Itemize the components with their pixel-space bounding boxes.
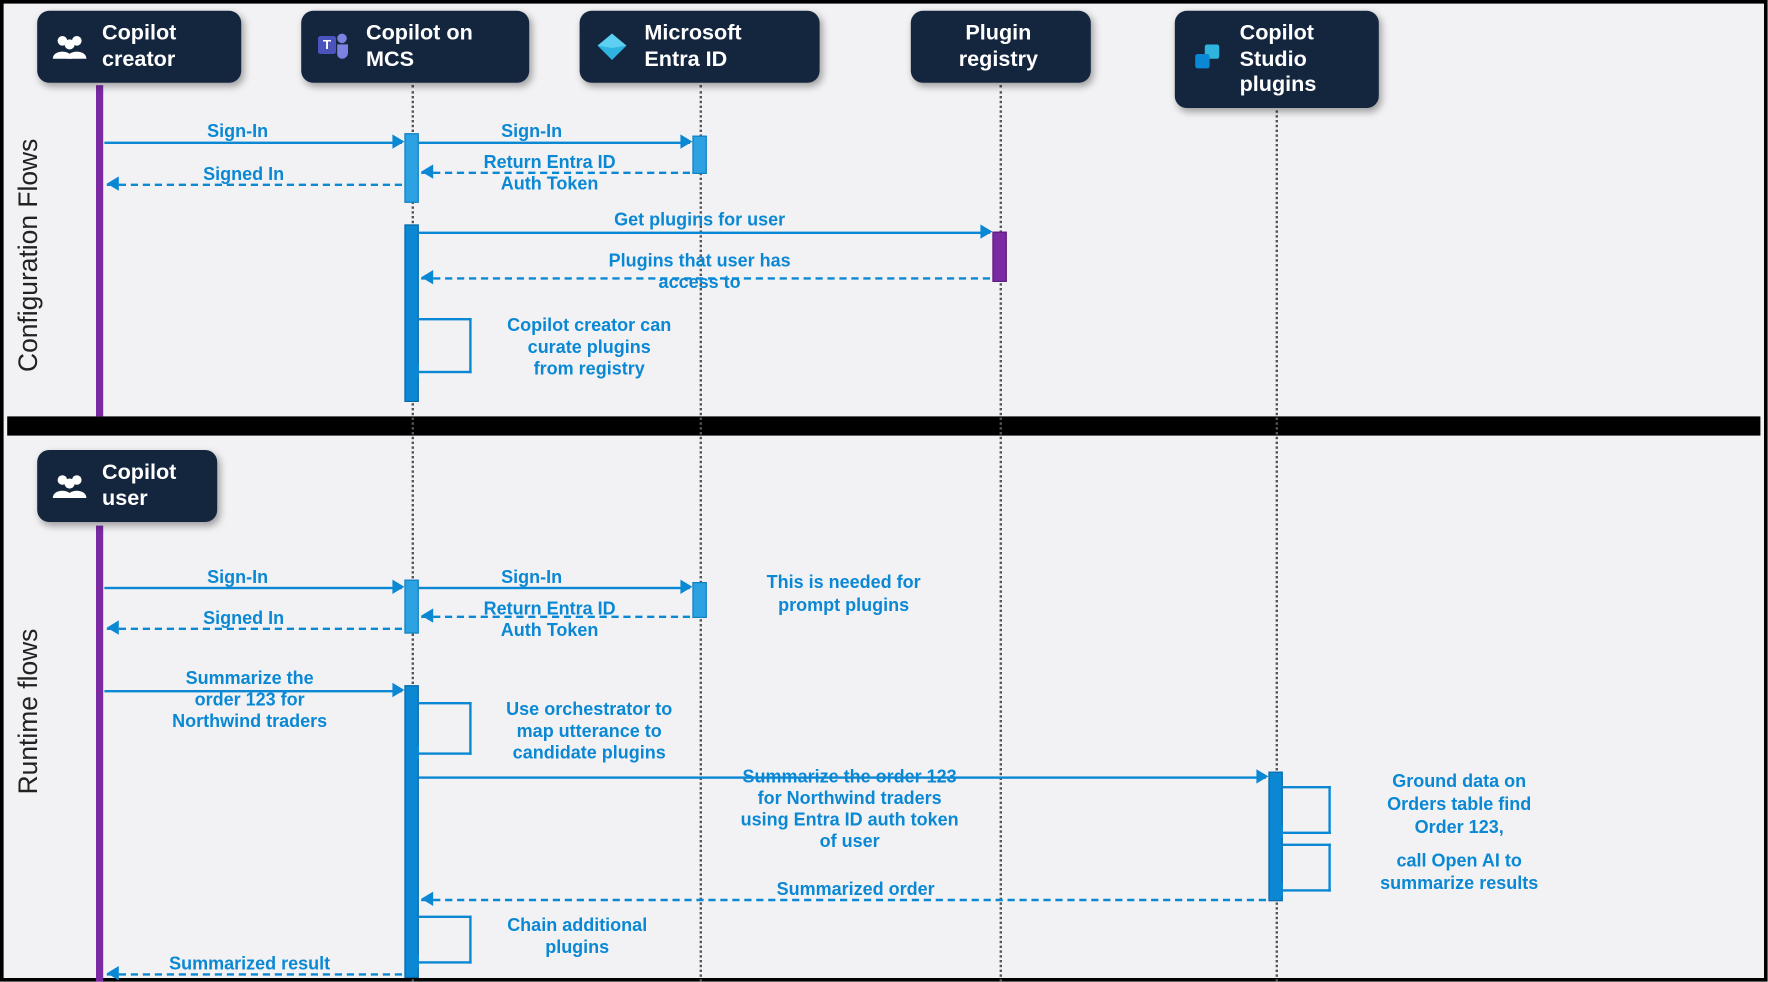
participant-creator-label: Copilot creator xyxy=(102,21,176,73)
arrowhead xyxy=(421,608,433,622)
arrowhead xyxy=(392,134,404,148)
msg-signedin-1: Signed In xyxy=(190,164,298,186)
section-label-config: Configuration Flows xyxy=(13,124,44,388)
activation-entra-1 xyxy=(692,136,706,174)
participant-registry-label: Plugin registry xyxy=(959,21,1038,73)
participant-mcs: T Copilot on MCS xyxy=(301,11,529,83)
msg-curate: Copilot creator can curate plugins from … xyxy=(481,316,697,381)
arrowhead xyxy=(421,892,433,906)
arrowhead xyxy=(1256,769,1268,783)
section-configuration: Configuration Flows xyxy=(7,4,1760,417)
self-orchestrator xyxy=(419,702,472,755)
arrowhead xyxy=(680,580,692,594)
msg-plugins-access: Plugins that user has access to xyxy=(568,251,832,294)
arrowhead xyxy=(421,164,433,178)
msg-return-token-2: Return Entra ID Auth Token xyxy=(454,599,646,642)
note-prompt-plugins: This is needed for prompt plugins xyxy=(748,572,940,617)
self-curate xyxy=(419,318,472,373)
activation-mcs-1 xyxy=(404,133,418,203)
lifeline-registry xyxy=(1000,85,1002,981)
self-chain xyxy=(419,916,472,964)
msg-signin-4: Sign-In xyxy=(484,568,580,590)
studio-icon xyxy=(1187,39,1228,80)
msg-summarize-req: Summarize the order 123 for Northwind tr… xyxy=(148,668,352,733)
self-openai xyxy=(1283,844,1331,892)
sequence-diagram: Configuration Flows Runtime flows Copilo… xyxy=(0,0,1768,982)
msg-signin-3: Sign-In xyxy=(190,568,286,590)
participant-entra: Microsoft Entra ID xyxy=(580,11,820,83)
arrowhead xyxy=(680,134,692,148)
participant-mcs-label: Copilot on MCS xyxy=(366,21,473,73)
arrowhead xyxy=(980,224,992,238)
activation-mcs-3 xyxy=(404,580,418,634)
participant-entra-label: Microsoft Entra ID xyxy=(644,21,741,73)
arrowhead xyxy=(392,580,404,594)
teams-icon: T xyxy=(313,26,354,67)
msg-summarize-token: Summarize the order 123 for Northwind tr… xyxy=(700,767,1000,853)
msg-signin-2: Sign-In xyxy=(484,121,580,143)
arrowhead xyxy=(421,270,433,284)
msg-getplugins: Get plugins for user xyxy=(592,210,808,232)
note-openai: call Open AI to summarize results xyxy=(1345,851,1573,896)
msg-signin-1: Sign-In xyxy=(190,121,286,143)
msg-return-token-1: Return Entra ID Auth Token xyxy=(454,152,646,195)
arrowhead xyxy=(107,176,119,190)
activation-mcs-4 xyxy=(404,685,418,978)
diamond-icon xyxy=(592,26,633,67)
participant-studio-label: Copilot Studio plugins xyxy=(1240,20,1317,98)
participant-user-label: Copilot user xyxy=(102,460,176,512)
activation-entra-2 xyxy=(692,582,706,618)
participant-creator: Copilot creator xyxy=(37,11,241,83)
section-divider xyxy=(7,416,1760,435)
section-label-runtime: Runtime flows xyxy=(13,604,44,820)
lifeline-creator-purple xyxy=(96,85,103,416)
lifeline-user-purple xyxy=(96,526,103,982)
arrowhead xyxy=(392,683,404,697)
participant-studio: Copilot Studio plugins xyxy=(1175,11,1379,108)
msg-chain: Chain additional plugins xyxy=(481,916,673,959)
group-icon xyxy=(49,26,90,67)
note-ground: Ground data on Orders table find Order 1… xyxy=(1345,772,1573,840)
arrow-mcs-registry-get xyxy=(419,232,990,234)
participant-user: Copilot user xyxy=(37,450,217,522)
participant-registry: Plugin registry xyxy=(911,11,1091,83)
group-icon xyxy=(49,466,90,507)
self-ground xyxy=(1283,786,1331,834)
msg-summarized-result: Summarized result xyxy=(148,954,352,976)
svg-text:T: T xyxy=(323,37,331,52)
msg-signedin-2: Signed In xyxy=(190,608,298,630)
activation-registry-1 xyxy=(992,232,1006,282)
arrowhead xyxy=(107,966,119,980)
msg-summarized-order: Summarized order xyxy=(748,880,964,902)
msg-orchestrator: Use orchestrator to map utterance to can… xyxy=(481,700,697,765)
arrowhead xyxy=(107,620,119,634)
